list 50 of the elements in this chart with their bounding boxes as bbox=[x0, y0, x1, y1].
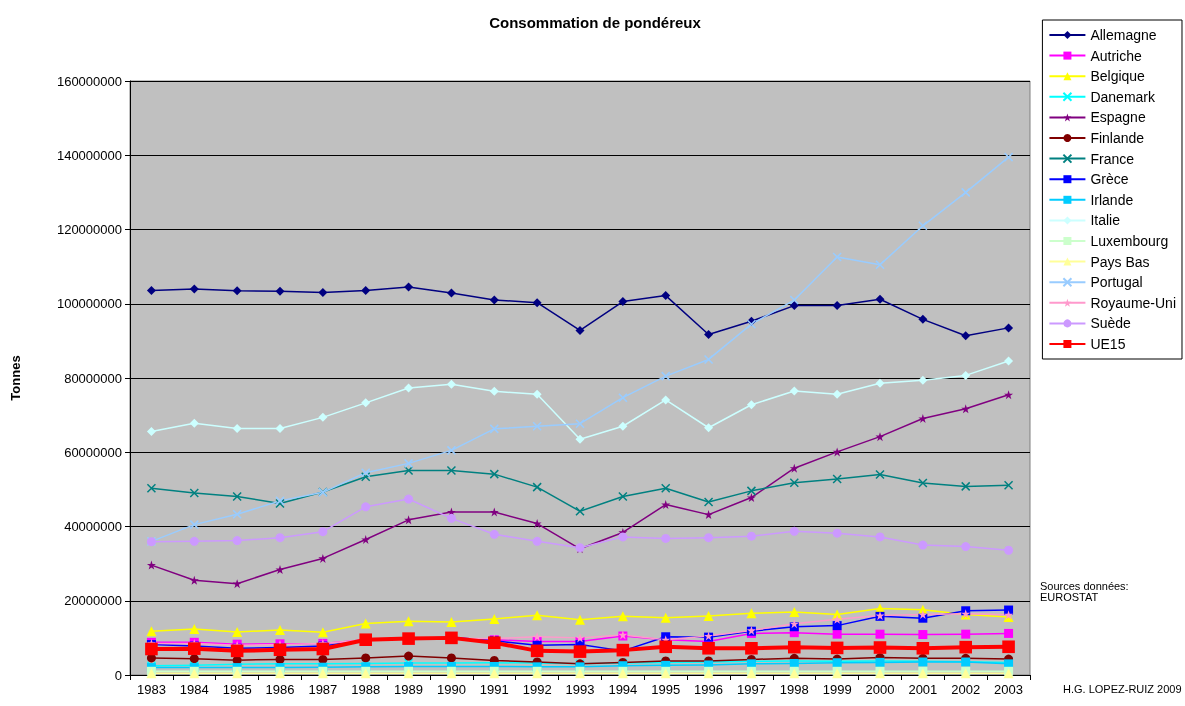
x-tick-label: 1987 bbox=[308, 682, 338, 697]
text: H.G. LOPEZ-RUIZ 2009 bbox=[1063, 682, 1182, 695]
y-tick-label: 120000000 bbox=[56, 222, 122, 237]
legend-label: Belgique bbox=[1090, 68, 1146, 85]
x-tick-label: 1990 bbox=[436, 682, 466, 697]
y-tick-label: 40000000 bbox=[64, 519, 122, 534]
legend-label: France bbox=[1090, 150, 1135, 167]
legend-label: Suède bbox=[1090, 315, 1132, 332]
x-tick-label: 1985 bbox=[222, 682, 252, 697]
x-tick-label: 1999 bbox=[822, 682, 852, 697]
chart-title: Consommation de pondéreux bbox=[489, 14, 702, 31]
x-tick-label: 1991 bbox=[479, 682, 509, 697]
legend-label: Portugal bbox=[1090, 274, 1143, 291]
legend-label: Pays Bas bbox=[1090, 253, 1150, 270]
x-tick-label: 1986 bbox=[265, 682, 295, 697]
legend-label: Grèce bbox=[1090, 171, 1129, 188]
x-tick-label: 1998 bbox=[779, 682, 809, 697]
x-tick-label: 1983 bbox=[136, 682, 166, 697]
source-note: Sources données: EUROSTAT bbox=[1040, 579, 1132, 603]
x-tick-label: 1996 bbox=[694, 682, 724, 697]
x-tick-label: 2001 bbox=[908, 682, 938, 697]
y-tick-label: 140000000 bbox=[56, 147, 122, 163]
x-tick-label: 1993 bbox=[565, 682, 595, 697]
y-tick-label: 80000000 bbox=[64, 370, 122, 386]
legend-label: Irlande bbox=[1090, 191, 1134, 208]
legend-label: Danemark bbox=[1090, 88, 1156, 105]
y-tick-label: 160000000 bbox=[56, 73, 122, 89]
x-tick-label: 1997 bbox=[736, 682, 766, 697]
x-tick-label: 1995 bbox=[651, 682, 681, 697]
y-tick-label: 0 bbox=[114, 667, 122, 683]
y-tick-label: 100000000 bbox=[56, 296, 122, 312]
x-tick-label: 1989 bbox=[394, 682, 424, 697]
x-tick-label: 1984 bbox=[179, 682, 209, 697]
legend-label: Finlande bbox=[1090, 130, 1145, 146]
x-tick-label: 1992 bbox=[522, 682, 552, 697]
legend-label: Espagne bbox=[1090, 109, 1146, 126]
x-tick-label: 2002 bbox=[951, 682, 981, 697]
legend-label: Allemagne bbox=[1090, 27, 1157, 43]
legend-label: Autriche bbox=[1090, 47, 1142, 64]
x-tick-label: 1988 bbox=[351, 682, 381, 697]
y-tick-label: 60000000 bbox=[64, 444, 122, 460]
x-tick-label: 2000 bbox=[865, 682, 895, 697]
y-tick-label: 20000000 bbox=[64, 593, 122, 609]
x-tick-label: 2003 bbox=[994, 682, 1024, 697]
x-tick-label: 1994 bbox=[608, 682, 638, 697]
legend-label: Italie bbox=[1090, 212, 1121, 229]
legend-label: Luxembourg bbox=[1090, 233, 1169, 249]
y-axis-title: Tonnes bbox=[8, 355, 23, 401]
legend-label: Royaume-Uni bbox=[1090, 294, 1177, 311]
legend-label: UE15 bbox=[1090, 336, 1126, 352]
